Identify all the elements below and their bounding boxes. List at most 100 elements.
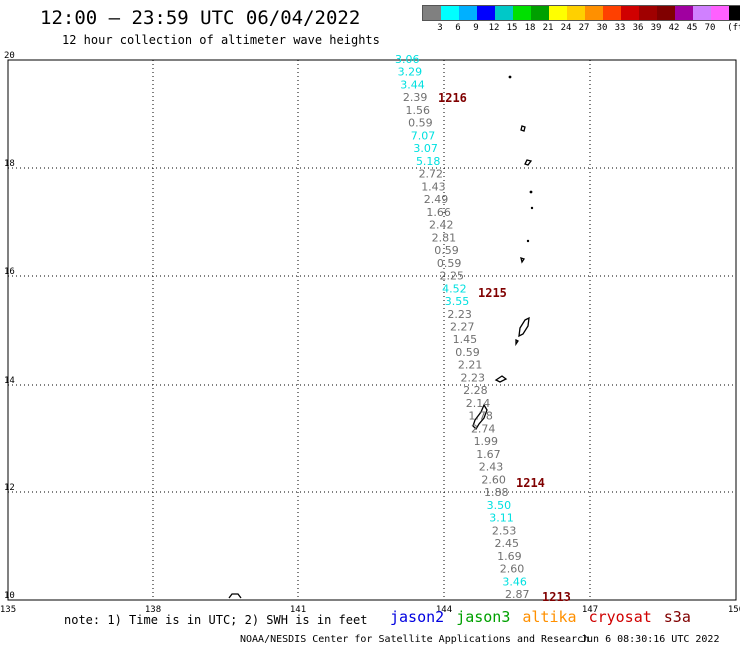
color-swatch (495, 6, 513, 20)
swh-value-label: 0.59 (455, 346, 480, 359)
swh-value-label: 3.11 (489, 512, 514, 525)
swh-value-label: 1.66 (426, 206, 451, 219)
color-legend-label: 3 (437, 23, 443, 33)
satellite-legend-item: cryosat (588, 608, 652, 626)
swh-value-label: 2.45 (495, 537, 520, 550)
color-legend-label: (ft) (727, 23, 740, 33)
swh-value-label: 2.23 (460, 371, 485, 384)
island-outlines (228, 75, 534, 599)
credit-line: NOAA/NESDIS Center for Satellite Applica… (240, 634, 590, 645)
island-dot-2 (529, 190, 533, 194)
map-grid (8, 60, 736, 600)
swh-value-label: 2.72 (419, 168, 444, 181)
color-swatch (621, 6, 639, 20)
x-tick-label: 147 (582, 605, 598, 615)
color-swatch (657, 6, 675, 20)
color-legend-label: 27 (578, 23, 590, 33)
x-tick-label: 150 (728, 605, 740, 615)
color-swatch (423, 6, 441, 20)
swh-value-label: 2.27 (450, 321, 475, 334)
color-swatch (513, 6, 531, 20)
y-axis-ticks: 20 18 16 14 12 10 (4, 51, 15, 601)
swh-value-label: 2.28 (463, 384, 488, 397)
swh-value-label: 3.29 (398, 66, 423, 79)
y-tick-label: 10 (4, 591, 15, 601)
swh-value-label: 3.07 (413, 142, 438, 155)
swh-value-label: 1.78 (468, 410, 493, 423)
swh-value-label: 3.55 (445, 295, 470, 308)
color-swatch (531, 6, 549, 20)
color-legend-label: 30 (596, 23, 608, 33)
swh-value-label: 2.23 (447, 308, 472, 321)
color-swatch (729, 6, 740, 20)
swh-value-label: 3.44 (400, 78, 425, 91)
swh-value-label: 1.56 (405, 104, 430, 117)
island-dot-1 (508, 75, 512, 79)
y-tick-label: 20 (4, 51, 15, 61)
y-tick-label: 18 (4, 159, 15, 169)
satellite-legend-item: jason2 (390, 608, 445, 626)
x-tick-label: 141 (290, 605, 306, 615)
color-legend-label: 33 (614, 23, 626, 33)
color-swatch (549, 6, 567, 20)
color-swatch (603, 6, 621, 20)
swh-value-label: 3.50 (487, 499, 512, 512)
swh-value-label: 1.99 (474, 435, 499, 448)
swh-value-label: 1.43 (421, 180, 446, 193)
swh-value-label: 2.60 (500, 563, 525, 576)
map-frame (7, 59, 737, 601)
y-tick-label: 12 (4, 483, 15, 493)
island-rota (494, 375, 508, 383)
time-label: 1213 (542, 590, 571, 604)
map-title: 12:00 – 23:59 UTC 06/04/2022 (40, 7, 361, 29)
y-tick-label: 16 (4, 267, 15, 277)
time-label: 1216 (438, 91, 467, 105)
color-swatch (585, 6, 603, 20)
swh-value-label: 7.07 (411, 129, 436, 142)
color-swatch (441, 6, 459, 20)
color-swatch (711, 6, 729, 20)
color-legend-swatches (422, 5, 740, 21)
swh-value-label: 1.88 (484, 486, 509, 499)
color-legend-label: 36 (632, 23, 644, 33)
swh-value-label: 0.59 (408, 117, 433, 130)
island-dot-4 (526, 239, 530, 243)
color-swatch (477, 6, 495, 20)
swh-value-label: 3.06 (395, 53, 420, 66)
color-legend-label: 42 (668, 23, 680, 33)
x-axis-ticks: 135 138 141 144 147 150 (0, 605, 740, 615)
color-swatch (459, 6, 477, 20)
credit-timestamp: Jun 6 08:30:16 UTC 2022 (581, 634, 720, 645)
swh-value-label: 2.43 (479, 461, 504, 474)
color-swatch (639, 6, 657, 20)
swh-value-label: 3.46 (502, 575, 527, 588)
swh-value-label: 2.14 (466, 397, 491, 410)
color-legend-label: 18 (524, 23, 536, 33)
swh-value-label: 2.60 (481, 473, 506, 486)
time-label: 1215 (478, 286, 507, 300)
swh-value-label: 2.87 (505, 588, 530, 601)
island-north-2 (524, 159, 533, 166)
island-north-3 (520, 257, 526, 264)
swh-value-label: 2.74 (471, 422, 496, 435)
island-saipan (518, 316, 530, 338)
color-swatch (567, 6, 585, 20)
color-legend-label: 21 (542, 23, 554, 33)
swh-value-label: 2.49 (424, 193, 449, 206)
satellite-legend-item: jason3 (456, 608, 511, 626)
swh-value-label: 2.21 (458, 359, 483, 372)
island-tinian (515, 338, 519, 347)
map-subtitle: 12 hour collection of altimeter wave hei… (62, 33, 380, 47)
swh-value-label: 5.18 (416, 155, 441, 168)
island-north-1 (520, 125, 526, 132)
color-legend-label: 9 (473, 23, 479, 33)
satellite-legend: jason2 jason3 altika cryosat s3a (390, 608, 703, 626)
swh-value-label: 2.53 (492, 524, 517, 537)
swh-value-label: 2.39 (403, 91, 428, 104)
swh-value-label: 2.42 (429, 219, 454, 232)
color-legend-label: 70 (704, 23, 716, 33)
x-tick-label: 144 (436, 605, 452, 615)
color-swatch (675, 6, 693, 20)
